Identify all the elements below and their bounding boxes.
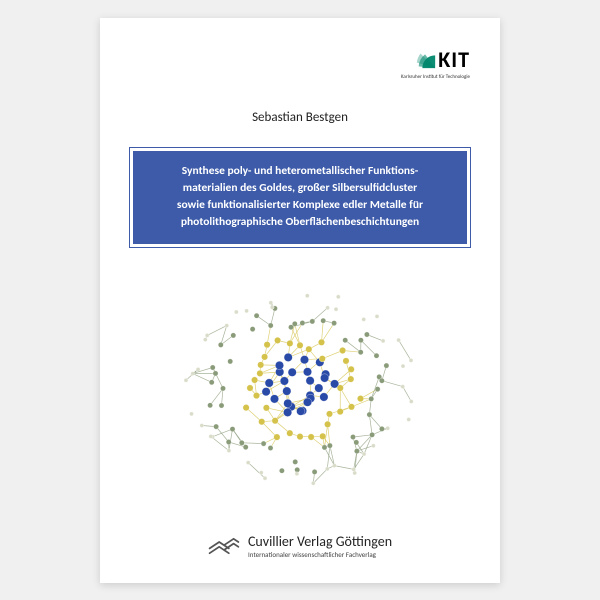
title-line-1: Synthese poly- und heterometallischer Fu… — [143, 163, 457, 180]
title-line-2: materialien des Goldes, großer Silbersul… — [143, 180, 457, 197]
kit-logo-block: KIT Karlsruher Institut für Technologie — [401, 46, 470, 80]
book-cover: KIT Karlsruher Institut für Technologie … — [100, 18, 500, 583]
molecule-diagram — [170, 268, 430, 508]
kit-subtitle: Karlsruher Institut für Technologie — [401, 74, 470, 80]
kit-text: KIT — [438, 46, 470, 73]
title-box: Synthese poly- und heterometallischer Fu… — [130, 148, 470, 247]
publisher-logo-icon — [208, 534, 240, 558]
title-line-3: sowie funktionalisierter Komplexe edler … — [143, 197, 457, 214]
publisher-text: Cuvillier Verlag Göttingen International… — [248, 533, 392, 559]
publisher-subtitle: Internationaler wissenschaftlicher Fachv… — [248, 550, 392, 559]
publisher-block: Cuvillier Verlag Göttingen International… — [100, 533, 500, 559]
kit-mark: KIT — [401, 46, 470, 73]
author-name: Sebastian Bestgen — [100, 110, 500, 125]
publisher-name: Cuvillier Verlag Göttingen — [248, 533, 392, 550]
title-line-4: photolithographische Oberflächenbeschich… — [143, 214, 457, 231]
kit-fan-icon — [415, 48, 437, 70]
